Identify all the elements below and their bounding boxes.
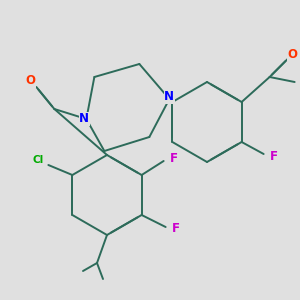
- Text: Cl: Cl: [33, 155, 44, 165]
- Text: N: N: [164, 91, 174, 103]
- Text: N: N: [80, 112, 89, 125]
- Text: F: F: [172, 223, 180, 236]
- Text: F: F: [169, 152, 178, 166]
- Text: O: O: [26, 74, 35, 88]
- Text: F: F: [270, 149, 278, 163]
- Text: O: O: [288, 47, 298, 61]
